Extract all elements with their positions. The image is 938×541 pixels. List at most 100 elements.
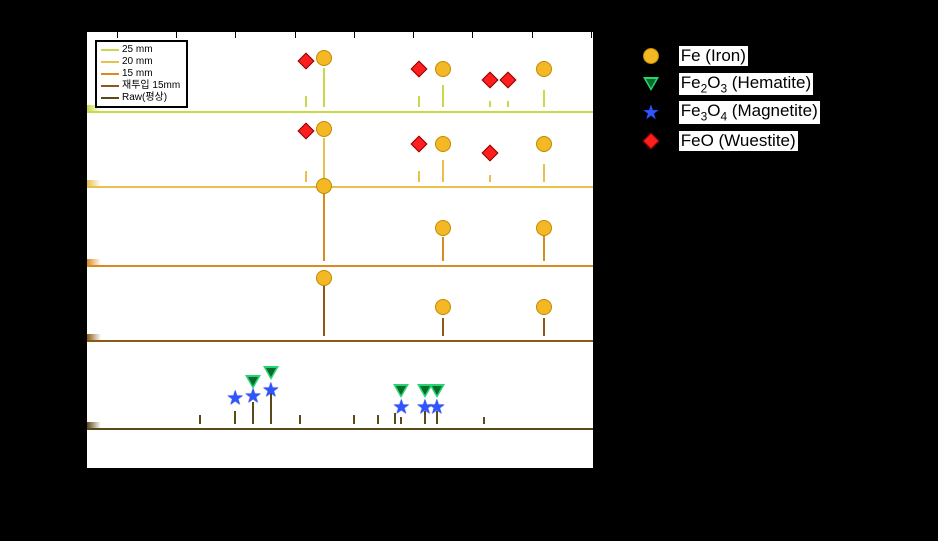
x-tick — [235, 468, 236, 476]
peak — [418, 171, 420, 182]
phase-marker-icon — [640, 45, 662, 67]
phase-marker — [300, 125, 312, 137]
peak — [543, 164, 545, 182]
phase-marker — [536, 61, 552, 77]
phase-marker — [435, 299, 451, 315]
series-edge — [87, 422, 101, 428]
x-tick — [413, 32, 414, 38]
x-tick — [354, 468, 355, 476]
peak — [234, 411, 236, 424]
legend-swatch — [101, 73, 119, 75]
series-15mm — [87, 265, 593, 267]
peak — [442, 318, 444, 336]
x-tick-label: 90 — [583, 480, 599, 496]
phase-marker — [413, 63, 425, 75]
series-legend: 25 mm20 mm15 mm재투입 15mmRaw(평상) — [95, 40, 188, 108]
peak — [299, 415, 301, 424]
x-tick-label: 50 — [346, 480, 362, 496]
peak — [305, 171, 307, 182]
x-tick-label: 20 — [168, 480, 184, 496]
x-tick-label: 60 — [405, 480, 421, 496]
peak — [543, 318, 545, 336]
phase-legend-item: ★: Fe3O4 (Magnetite) — [640, 101, 820, 123]
x-tick — [295, 32, 296, 38]
legend-swatch — [101, 61, 119, 63]
series-raw — [87, 428, 593, 430]
phase-marker — [300, 55, 312, 67]
phase-marker — [393, 384, 409, 398]
x-tick — [413, 468, 414, 476]
x-tick — [591, 468, 592, 476]
legend-item: 20 mm — [101, 56, 180, 68]
phase-marker — [536, 136, 552, 152]
x-tick-label: 80 — [524, 480, 540, 496]
x-tick — [532, 468, 533, 476]
peak — [543, 233, 545, 262]
phase-marker: ★ — [392, 398, 410, 419]
x-tick — [532, 32, 533, 38]
x-tick — [117, 468, 118, 476]
y-axis-title: Intensity [a.u.] — [29, 182, 52, 318]
phase-marker — [484, 147, 496, 159]
legend-item: 15 mm — [101, 68, 180, 80]
x-tick — [354, 32, 355, 38]
x-axis-title: 2Θ [Degrees] — [278, 499, 403, 522]
phase-marker-icon: ★ — [640, 102, 662, 124]
legend-label: Raw(평상) — [122, 92, 167, 104]
legend-item: 25 mm — [101, 44, 180, 56]
phase-label: Fe3O4 (Magnetite) — [679, 101, 820, 123]
peak — [199, 415, 201, 424]
series-edge — [87, 334, 101, 340]
legend-item: 재투입 15mm — [101, 80, 180, 92]
peak — [442, 237, 444, 261]
phase-legend: : Fe (Iron): Fe2O3 (Hematite)★: Fe3O4 (M… — [640, 45, 820, 158]
phase-marker — [536, 220, 552, 236]
figure-stage: Intensity [a.u.] 102030405060708090★★★★★… — [0, 0, 938, 541]
phase-marker: ★ — [428, 398, 446, 419]
peak — [323, 138, 325, 182]
peak — [377, 415, 379, 424]
x-tick — [176, 32, 177, 38]
x-tick — [117, 32, 118, 38]
phase-marker-icon — [640, 73, 662, 95]
series-25mm — [87, 111, 593, 113]
phase-legend-item: : Fe (Iron) — [640, 45, 820, 67]
peak — [323, 191, 325, 261]
phase-marker — [316, 121, 332, 137]
phase-marker-icon — [640, 130, 662, 152]
series-20mm — [87, 186, 593, 188]
x-tick-label: 40 — [287, 480, 303, 496]
phase-marker: ★ — [226, 389, 244, 410]
legend-swatch — [101, 97, 119, 99]
peak — [323, 68, 325, 108]
x-tick-label: 10 — [109, 480, 125, 496]
legend-label: 20 mm — [122, 56, 153, 68]
peak — [323, 283, 325, 336]
legend-label: 재투입 15mm — [122, 80, 180, 92]
peak — [483, 417, 485, 424]
phase-marker — [484, 74, 496, 86]
phase-marker — [316, 178, 332, 194]
series-edge — [87, 180, 101, 186]
peak — [489, 175, 491, 182]
phase-label: Fe2O3 (Hematite) — [679, 73, 813, 95]
phase-legend-item: : FeO (Wuestite) — [640, 130, 820, 152]
x-tick — [591, 32, 592, 38]
peak — [305, 96, 307, 107]
phase-marker: ★ — [244, 387, 262, 408]
phase-marker — [435, 136, 451, 152]
series-edge — [87, 259, 101, 265]
phase-marker — [502, 74, 514, 86]
phase-marker — [435, 61, 451, 77]
phase-marker — [429, 384, 445, 398]
phase-marker: ★ — [262, 380, 280, 401]
peak — [507, 101, 509, 108]
series-re15mm — [87, 340, 593, 342]
phase-marker — [435, 220, 451, 236]
phase-marker — [536, 299, 552, 315]
phase-marker — [316, 50, 332, 66]
legend-swatch — [101, 85, 119, 87]
peak — [442, 85, 444, 107]
phase-marker — [316, 270, 332, 286]
x-tick — [235, 32, 236, 38]
